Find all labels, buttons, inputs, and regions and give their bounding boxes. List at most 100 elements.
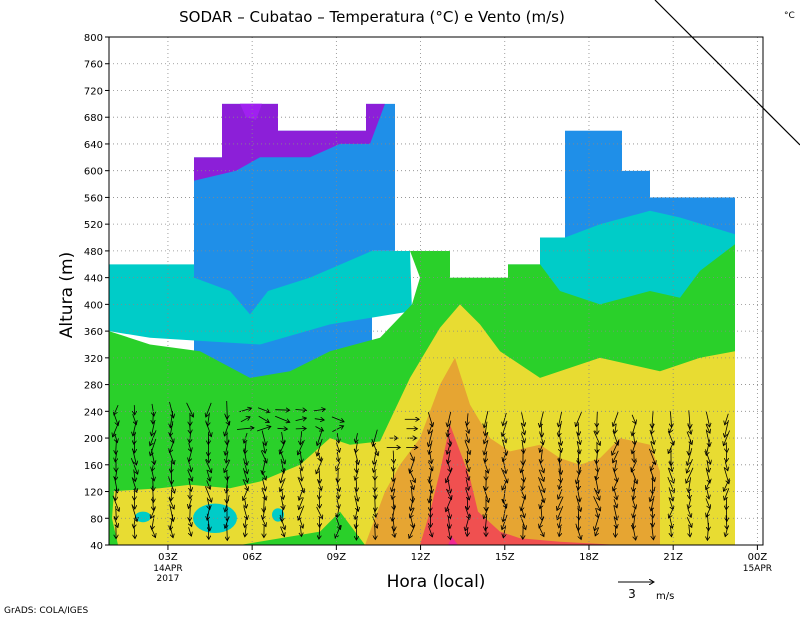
wind-vector [313,409,326,411]
wind-vectors [113,400,730,541]
y-tick-label: 240 [84,407,103,418]
wind-vector [467,413,468,425]
y-tick-label: 680 [84,113,103,124]
wind-vector [189,442,192,452]
wind-vector [575,523,581,540]
wind-vector [576,411,582,426]
cyan-bubble-1 [193,503,237,533]
wind-vector [652,517,653,527]
wind-vector [687,508,691,517]
y-tick-label: 80 [90,514,103,525]
wind-vector [240,417,250,423]
wind-vector [242,478,248,491]
wind-vector [725,461,728,471]
wind-vector [596,507,599,518]
wind-vector [409,479,414,490]
wind-vector [167,476,174,494]
y-tick-label: 320 [84,354,103,365]
wind-vector [633,508,635,518]
wind-vector [314,419,324,420]
y-tick-label: 40 [90,541,103,552]
wind-vector [186,402,194,417]
y-tick-label: 640 [84,140,103,151]
y-tick-label: 520 [84,220,103,231]
wind-vector [686,467,694,483]
wind-vector [206,480,211,489]
wind-vector [466,479,468,490]
wind-vector [257,407,270,413]
x-tick-label: 12Z [411,552,431,563]
x-tick-label: 06Z [242,552,262,563]
wind-vector [261,430,266,446]
wind-vector [130,457,137,474]
x-tick-sublabel: 15APR [743,564,772,574]
wind-vector [613,450,619,463]
y-tick-label: 160 [84,461,103,472]
wind-vector [356,433,358,443]
wind-vector [262,478,266,491]
wind-vector [227,485,228,503]
contour-21-patch [109,418,120,545]
wind-vector [707,489,709,499]
wind-vector [256,426,271,432]
wind-vector [332,426,343,432]
wind-vector [446,488,451,500]
y-tick-label: 440 [84,274,103,285]
wind-vector [649,448,655,465]
contour-20-right [508,210,735,305]
wind-vector [538,469,544,482]
wind-vector [595,527,600,536]
wind-vector [409,452,414,461]
purple-spot [240,103,262,120]
y-tick-label: 720 [84,86,103,97]
wind-vector [557,505,564,520]
wind-vector [134,469,136,482]
wind-vector [356,442,358,453]
wind-vector [688,477,690,492]
wind-vector [300,469,302,481]
cyan-bubble-2 [135,511,151,523]
y-tick-label: 800 [84,33,103,44]
wind-vector [373,429,378,447]
x-tick-label: 00Z [748,552,768,563]
wind-vector [206,469,210,481]
wind-vector [282,432,284,444]
wind-vector [243,468,247,482]
y-tick-label: 480 [84,247,103,258]
wind-vector [558,411,562,427]
wind-vector [299,497,304,510]
wind-vector [170,441,174,453]
wind-vector [298,439,305,455]
wind-vector [725,413,729,425]
wind-vector [236,428,254,430]
wind-vector [521,412,525,426]
wind-vector [614,499,617,508]
wind-vector [337,508,339,517]
x-tick-label: 21Z [663,552,683,563]
wind-vector [447,411,452,427]
temperature-colorbar: 181920212223242526°C [654,0,800,146]
wind-vector [317,438,323,456]
magenta-spot [448,537,458,545]
wind-vector [538,485,545,503]
y-tick-label: 760 [84,60,103,71]
x-axis-label: Hora (local) [387,572,486,592]
y-tick-label: 600 [84,167,103,178]
y-tick-label: 120 [84,488,103,499]
wind-vector [315,426,324,431]
wind-vector [724,488,730,500]
wind-vector [277,428,288,429]
wind-vector [316,506,323,519]
wind-vector [502,420,508,437]
x-tick-sublabel: 14APR [153,564,182,574]
wind-vector [295,410,307,411]
temperature-contours [109,37,763,545]
missing-data-mask [109,37,763,545]
wind-vector [613,412,619,426]
wind-vector [670,411,671,427]
grid-lines [109,36,763,546]
wind-vector [520,489,526,499]
x-tick-label: 15Z [495,552,515,563]
